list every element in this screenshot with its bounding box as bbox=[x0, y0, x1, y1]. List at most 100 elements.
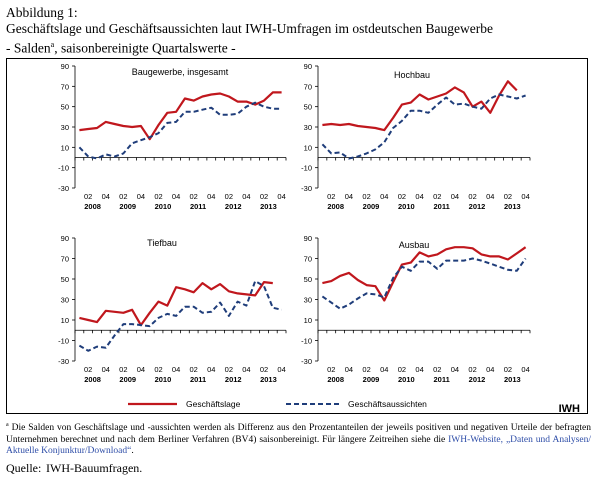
chart-2-xtick-quarter: 02 bbox=[398, 192, 406, 201]
chart-1-xtick-quarter: 02 bbox=[225, 192, 233, 201]
chart-4-xtick-quarter: 04 bbox=[345, 365, 353, 374]
chart-3-xtick-year: 2009 bbox=[119, 375, 136, 384]
chart-2-xtick-year: 2013 bbox=[504, 202, 521, 211]
chart-4-xtick-quarter: 02 bbox=[433, 365, 441, 374]
brand-logo: IWH bbox=[559, 403, 580, 415]
chart-4-xtick-year: 2013 bbox=[504, 375, 521, 384]
chart-1-xtick-quarter: 04 bbox=[277, 192, 285, 201]
chart-1-ytick-label: 90 bbox=[61, 62, 69, 71]
chart-2-xtick-year: 2012 bbox=[469, 202, 486, 211]
chart-1-xtick-quarter: 04 bbox=[102, 192, 110, 201]
chart-1-xtick-year: 2008 bbox=[84, 202, 101, 211]
chart-3-xtick-quarter: 04 bbox=[277, 365, 285, 374]
figure-subtitle: - Saldena, saisonbereinigte Quartalswert… bbox=[6, 37, 236, 56]
chart-1-xtick-quarter: 02 bbox=[84, 192, 92, 201]
subtitle-rest: , saisonbereinigte Quartalswerte - bbox=[54, 40, 236, 56]
footnote-line2: Unternehmen berechnet und nach dem Berli… bbox=[6, 434, 449, 445]
chart-2-xtick-year: 2010 bbox=[398, 202, 415, 211]
chart-3-xtick-quarter: 02 bbox=[84, 365, 92, 374]
chart-2-series-geschaeftslage bbox=[322, 80, 518, 132]
chart-1-ytick-label: -30 bbox=[58, 184, 69, 193]
chart-3-xtick-quarter: 04 bbox=[137, 365, 145, 374]
chart-1-ytick-label: -10 bbox=[58, 164, 69, 173]
chart-2-xtick-quarter: 04 bbox=[451, 192, 459, 201]
chart-2-ytick-label: 30 bbox=[304, 123, 312, 132]
chart-1-series-geschaeftsaussichten bbox=[78, 101, 282, 160]
download-link-part1[interactable]: IWH-Website, „Daten und bbox=[448, 434, 551, 445]
chart-2-xtick-quarter: 04 bbox=[345, 192, 353, 201]
figure-frame bbox=[6, 58, 588, 414]
chart-1-xtick-quarter: 04 bbox=[207, 192, 215, 201]
chart-3-ytick-label: -10 bbox=[58, 337, 69, 346]
chart-2-xtick-quarter: 04 bbox=[415, 192, 423, 201]
chart-4-xtick-quarter: 04 bbox=[380, 365, 388, 374]
chart-1-xtick-year: 2013 bbox=[260, 202, 277, 211]
chart-2-ytick-label: -30 bbox=[301, 184, 312, 193]
download-link-part2[interactable]: Analysen/ Aktuelle Konjunktur/Download“ bbox=[6, 434, 591, 457]
chart-1-xtick-quarter: 04 bbox=[172, 192, 180, 201]
subtitle-prefix: - Salden bbox=[6, 40, 51, 56]
figure-label: Abbildung 1: bbox=[6, 5, 78, 20]
subtitle-superscript: a bbox=[50, 40, 55, 49]
chart-2-ytick-label: 50 bbox=[304, 103, 312, 112]
chart-4-xtick-quarter: 02 bbox=[398, 365, 406, 374]
chart-3-xtick-quarter: 02 bbox=[154, 365, 162, 374]
chart-2-xtick-quarter: 02 bbox=[504, 192, 512, 201]
chart-4-xtick-quarter: 04 bbox=[521, 365, 529, 374]
chart-3-xtick-quarter: 04 bbox=[207, 365, 215, 374]
chart-2-xtick-year: 2011 bbox=[434, 202, 450, 211]
chart-4-xtick-quarter: 02 bbox=[327, 365, 335, 374]
chart-2-ytick-label: 70 bbox=[304, 82, 312, 91]
chart-4-ytick-label: 90 bbox=[304, 234, 312, 243]
chart-2-title: Hochbau bbox=[394, 70, 430, 80]
chart-3-ytick-label: 10 bbox=[61, 316, 69, 325]
chart-3-ytick-label: 70 bbox=[61, 255, 69, 264]
chart-1-xtick-year: 2012 bbox=[225, 202, 242, 211]
chart-1-xtick-quarter: 04 bbox=[242, 192, 250, 201]
chart-1-xtick-year: 2010 bbox=[155, 202, 172, 211]
chart-3-xtick-quarter: 02 bbox=[119, 365, 127, 374]
footnote-marker: a bbox=[6, 422, 9, 428]
chart-2-ytick-label: 90 bbox=[304, 62, 312, 71]
chart-2-xtick-quarter: 02 bbox=[433, 192, 441, 201]
chart-1-ytick-label: 70 bbox=[61, 82, 69, 91]
chart-4-xtick-year: 2008 bbox=[327, 375, 344, 384]
chart-2-xtick-quarter: 04 bbox=[380, 192, 388, 201]
chart-2-ytick-label: -10 bbox=[301, 164, 312, 173]
chart-3-xtick-year: 2011 bbox=[190, 375, 206, 384]
chart-1-xtick-year: 2011 bbox=[190, 202, 206, 211]
chart-4-ytick-label: 70 bbox=[304, 255, 312, 264]
chart-4-title: Ausbau bbox=[399, 240, 430, 250]
source-text: IWH-Bauumfragen. bbox=[46, 461, 143, 475]
chart-4-xtick-year: 2009 bbox=[363, 375, 380, 384]
chart-2-xtick-year: 2008 bbox=[327, 202, 344, 211]
chart-4-xtick-quarter: 02 bbox=[468, 365, 476, 374]
source-label: Quelle: bbox=[6, 461, 42, 475]
legend-geschaeftslage-label: Geschäftslage bbox=[186, 399, 241, 409]
chart-3-series-geschaeftsaussichten bbox=[78, 280, 282, 352]
chart-4-xtick-year: 2010 bbox=[398, 375, 415, 384]
chart-4-ytick-label: 50 bbox=[304, 275, 312, 284]
footnote-end: . bbox=[131, 446, 134, 457]
chart-1-ytick-label: 30 bbox=[61, 123, 69, 132]
chart-3-xtick-quarter: 02 bbox=[225, 365, 233, 374]
chart-4-xtick-quarter: 02 bbox=[362, 365, 370, 374]
chart-1-xtick-quarter: 02 bbox=[154, 192, 162, 201]
chart-3-xtick-year: 2008 bbox=[84, 375, 101, 384]
chart-1-series-geschaeftslage bbox=[79, 91, 282, 141]
chart-3-title: Tiefbau bbox=[147, 238, 177, 248]
chart-1-ytick-label: 50 bbox=[61, 103, 69, 112]
chart-4-xtick-quarter: 04 bbox=[451, 365, 459, 374]
chart-3-xtick-year: 2012 bbox=[225, 375, 242, 384]
chart-3-xtick-quarter: 02 bbox=[190, 365, 198, 374]
chart-3-ytick-label: 30 bbox=[61, 296, 69, 305]
chart-3-xtick-quarter: 02 bbox=[260, 365, 268, 374]
chart-1-ytick-label: 10 bbox=[61, 143, 69, 152]
chart-4-xtick-year: 2011 bbox=[434, 375, 450, 384]
chart-1-xtick-quarter: 02 bbox=[260, 192, 268, 201]
chart-4-series-geschaeftsaussichten bbox=[321, 257, 527, 310]
chart-1-xtick-year: 2009 bbox=[119, 202, 136, 211]
chart-3-xtick-quarter: 04 bbox=[172, 365, 180, 374]
chart-2-series-geschaeftsaussichten bbox=[321, 93, 526, 160]
